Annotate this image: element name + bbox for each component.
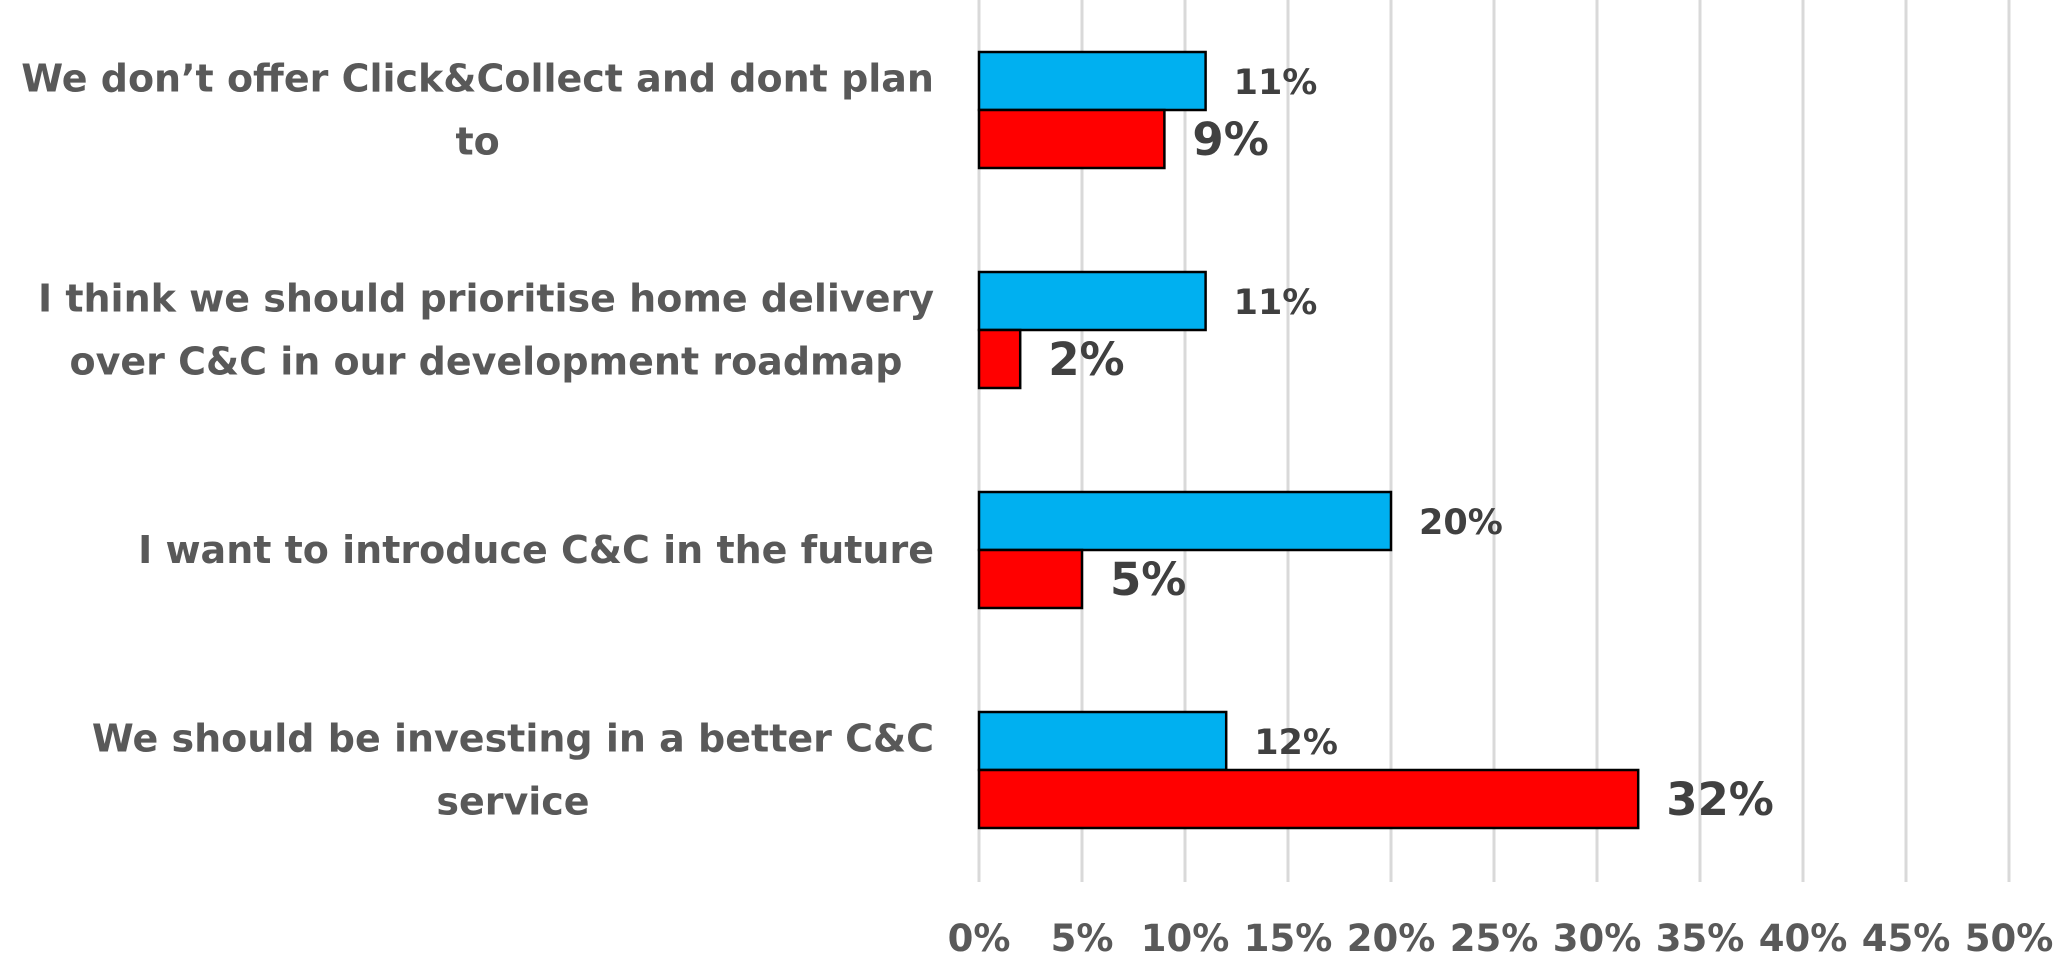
bar	[977, 548, 1084, 610]
bar	[977, 490, 1393, 552]
data-label: 2%	[1048, 333, 1124, 386]
category-label: We don’t offer Click&Collect and dont pl…	[21, 57, 934, 101]
bar	[977, 328, 1022, 390]
data-label: 9%	[1192, 113, 1268, 166]
category-label: to	[455, 120, 499, 164]
data-label: 12%	[1254, 723, 1338, 763]
data-label: 11%	[1234, 63, 1318, 103]
x-tick-label: 20%	[1347, 917, 1436, 960]
bar	[977, 710, 1228, 772]
data-label: 20%	[1419, 503, 1503, 543]
bar	[977, 768, 1640, 830]
data-label: 32%	[1666, 773, 1774, 826]
bar	[977, 50, 1207, 112]
x-tick-label: 15%	[1244, 917, 1333, 960]
category-label: We should be investing in a better C&C	[92, 717, 934, 761]
x-tick-label: 35%	[1656, 917, 1745, 960]
category-label: I want to introduce C&C in the future	[138, 528, 934, 572]
x-tick-label: 50%	[1965, 917, 2054, 960]
category-label: over C&C in our development roadmap	[69, 340, 902, 384]
data-label: 5%	[1110, 553, 1186, 606]
bar	[977, 108, 1166, 170]
x-tick-label: 5%	[1051, 917, 1114, 960]
x-tick-label: 40%	[1759, 917, 1848, 960]
x-tick-label: 25%	[1450, 917, 1539, 960]
x-tick-label: 10%	[1141, 917, 1230, 960]
x-tick-label: 0%	[948, 917, 1011, 960]
x-tick-label: 30%	[1553, 917, 1642, 960]
category-label: I think we should prioritise home delive…	[38, 277, 934, 321]
data-label: 11%	[1234, 283, 1318, 323]
category-label: service	[436, 780, 589, 824]
x-tick-label: 45%	[1862, 917, 1951, 960]
bar	[977, 270, 1207, 332]
